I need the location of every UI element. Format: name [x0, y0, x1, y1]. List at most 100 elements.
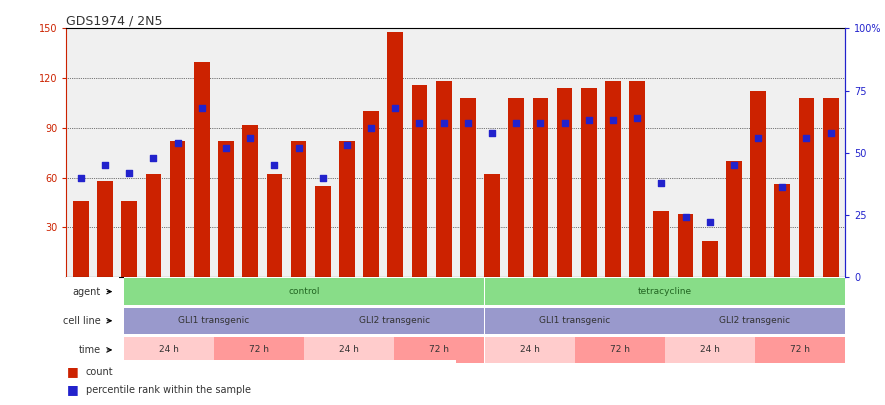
Bar: [605, 81, 621, 277]
Point: [799, 134, 813, 141]
Bar: [218, 141, 234, 277]
Point: [751, 134, 766, 141]
Bar: [665, 308, 845, 334]
Point: [412, 119, 427, 126]
Bar: [508, 98, 524, 277]
Bar: [581, 88, 596, 277]
Point: [461, 119, 475, 126]
Point: [195, 104, 209, 111]
Point: [73, 174, 88, 181]
Text: ■: ■: [66, 365, 78, 378]
Bar: [146, 174, 161, 277]
Point: [364, 125, 378, 131]
Bar: [395, 337, 484, 363]
Bar: [485, 308, 665, 334]
Bar: [304, 308, 484, 334]
Bar: [194, 62, 210, 277]
Bar: [485, 337, 574, 363]
Bar: [124, 308, 304, 334]
Text: GLI2 transgenic: GLI2 transgenic: [358, 316, 430, 325]
Bar: [388, 32, 404, 277]
Text: control: control: [289, 287, 320, 296]
Point: [219, 145, 233, 151]
Text: 24 h: 24 h: [700, 345, 720, 354]
Bar: [557, 88, 573, 277]
Text: GDS1974 / 2N5: GDS1974 / 2N5: [66, 14, 163, 27]
Text: GLI1 transgenic: GLI1 transgenic: [179, 316, 250, 325]
Point: [316, 174, 330, 181]
Text: percentile rank within the sample: percentile rank within the sample: [86, 385, 250, 394]
Bar: [485, 279, 845, 305]
Point: [558, 119, 572, 126]
Text: time: time: [79, 345, 101, 355]
Bar: [484, 174, 500, 277]
Bar: [653, 211, 669, 277]
Bar: [97, 181, 113, 277]
Point: [122, 169, 136, 176]
Bar: [315, 186, 331, 277]
Point: [509, 119, 523, 126]
Bar: [412, 85, 427, 277]
Bar: [574, 337, 665, 363]
Point: [775, 184, 789, 191]
Bar: [702, 241, 718, 277]
Bar: [304, 337, 395, 363]
Point: [654, 179, 668, 186]
Text: 24 h: 24 h: [519, 345, 540, 354]
Point: [581, 117, 596, 124]
Bar: [798, 98, 814, 277]
Bar: [339, 141, 355, 277]
Bar: [73, 201, 88, 277]
Point: [436, 119, 450, 126]
Text: 24 h: 24 h: [159, 345, 179, 354]
Point: [267, 162, 281, 168]
Point: [146, 154, 160, 161]
Bar: [678, 214, 694, 277]
Point: [485, 130, 499, 136]
Point: [703, 219, 717, 226]
Point: [291, 145, 305, 151]
Bar: [121, 201, 137, 277]
Bar: [266, 174, 282, 277]
Bar: [726, 161, 742, 277]
Text: GLI2 transgenic: GLI2 transgenic: [720, 316, 790, 325]
Point: [534, 119, 548, 126]
Text: cell line: cell line: [63, 316, 101, 326]
Text: tetracycline: tetracycline: [638, 287, 692, 296]
Text: 72 h: 72 h: [250, 345, 269, 354]
Text: 72 h: 72 h: [429, 345, 450, 354]
Point: [98, 162, 112, 168]
Bar: [533, 98, 549, 277]
Bar: [170, 141, 186, 277]
Text: GLI1 transgenic: GLI1 transgenic: [539, 316, 611, 325]
Text: ■: ■: [66, 383, 78, 396]
Bar: [214, 337, 304, 363]
Bar: [460, 98, 476, 277]
Bar: [750, 92, 766, 277]
Bar: [435, 81, 451, 277]
Bar: [290, 141, 306, 277]
Point: [727, 162, 741, 168]
Point: [824, 130, 838, 136]
Point: [340, 142, 354, 149]
Bar: [665, 337, 755, 363]
Bar: [363, 111, 379, 277]
Text: 72 h: 72 h: [790, 345, 810, 354]
Bar: [124, 279, 484, 305]
Bar: [755, 337, 845, 363]
Text: 24 h: 24 h: [339, 345, 359, 354]
Bar: [629, 81, 645, 277]
Bar: [823, 98, 838, 277]
Text: 72 h: 72 h: [610, 345, 630, 354]
Bar: [124, 337, 214, 363]
Bar: [242, 124, 258, 277]
Point: [389, 104, 403, 111]
Point: [679, 214, 693, 221]
Point: [630, 115, 644, 121]
Point: [171, 139, 185, 146]
Bar: [774, 184, 790, 277]
Point: [243, 134, 258, 141]
Text: agent: agent: [73, 287, 101, 296]
Text: count: count: [86, 367, 113, 377]
Point: [606, 117, 620, 124]
